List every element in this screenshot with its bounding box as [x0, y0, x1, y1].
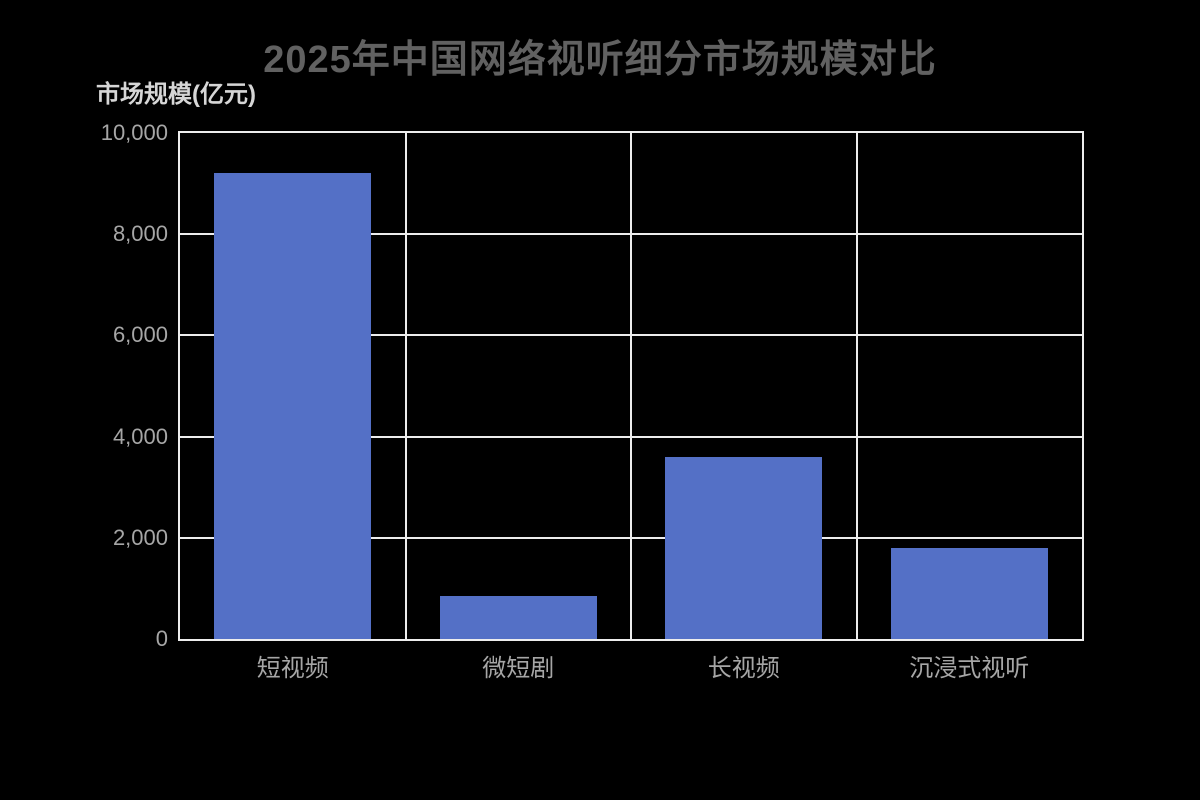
y-tick-label: 10,000 — [100, 120, 168, 145]
x-category-label: 沉浸式视听 — [909, 655, 1030, 682]
x-category-label: 微短剧 — [482, 655, 555, 682]
y-tick-label: 6,000 — [112, 322, 168, 348]
bar — [890, 547, 1048, 639]
y-axis-title: 市场规模(亿元) — [96, 81, 256, 108]
y-tick-label: 0 — [155, 626, 168, 651]
v-gridline — [630, 133, 632, 639]
v-gridline — [404, 133, 407, 639]
plot-area — [178, 131, 1084, 641]
x-category-label: 短视频 — [256, 655, 329, 682]
y-tick-label: 4,000 — [112, 423, 168, 449]
bar — [665, 456, 823, 639]
chart-title: 2025年中国网络视听细分市场规模对比 — [263, 39, 937, 81]
x-category-label: 长视频 — [707, 655, 780, 682]
bar — [439, 595, 597, 639]
y-tick-label: 8,000 — [112, 221, 168, 247]
v-gridline — [855, 133, 858, 639]
bar — [214, 173, 372, 639]
y-tick-label: 2,000 — [112, 524, 168, 550]
